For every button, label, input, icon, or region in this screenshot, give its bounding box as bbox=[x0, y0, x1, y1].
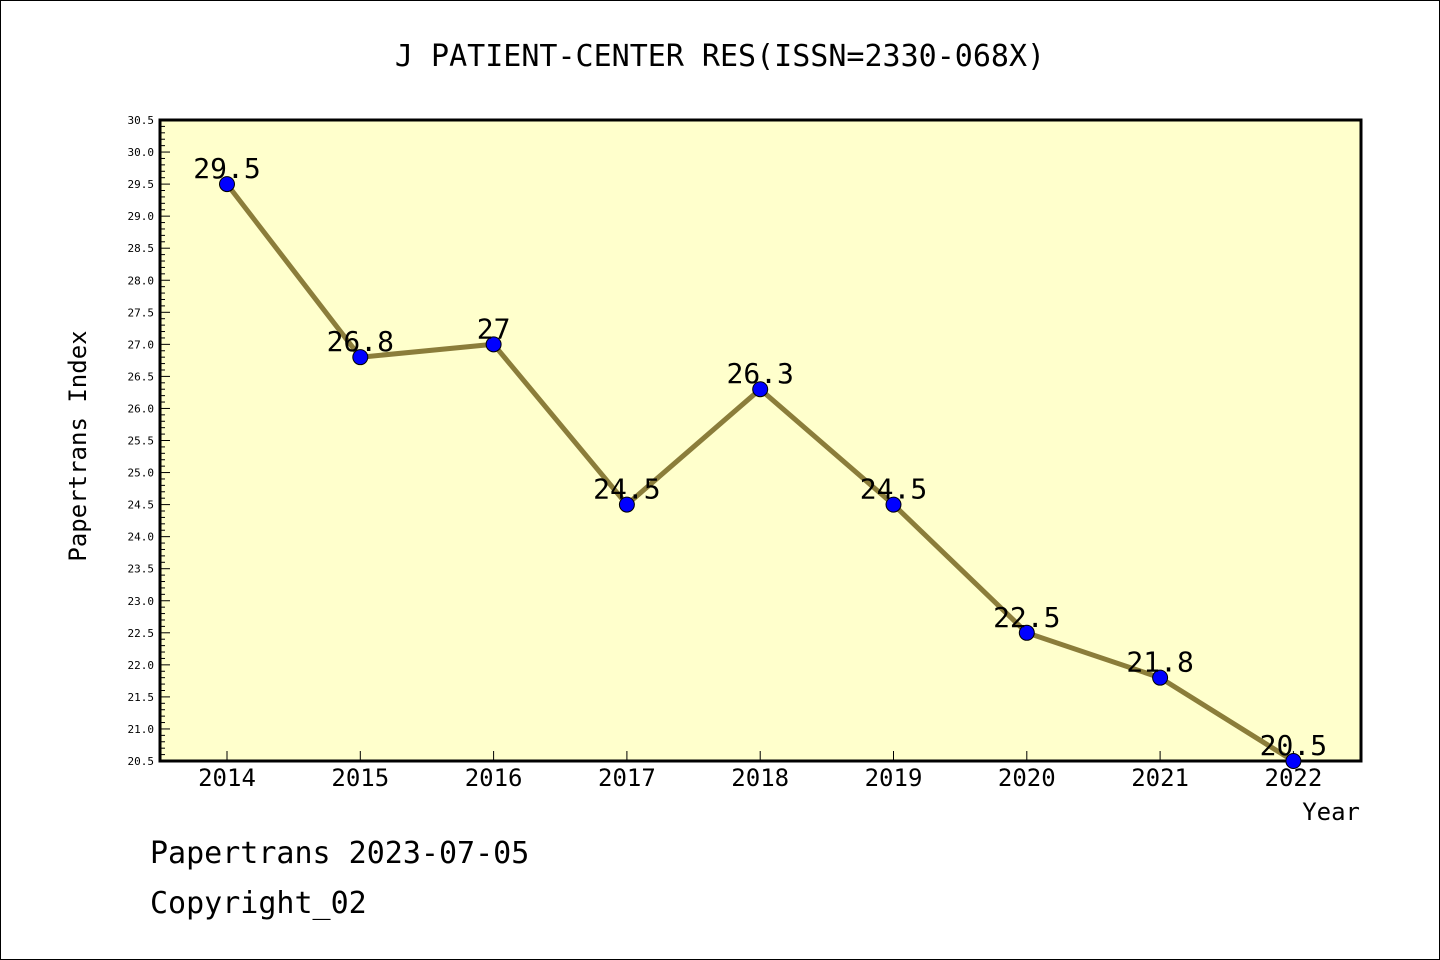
data-point bbox=[352, 349, 369, 366]
data-point bbox=[1018, 624, 1035, 641]
x-tick-label: 2017 bbox=[598, 764, 656, 792]
x-tick-label: 2016 bbox=[465, 764, 523, 792]
y-tick-label: 24.0 bbox=[128, 531, 155, 544]
x-tick-label: 2020 bbox=[998, 764, 1056, 792]
x-tick-label: 2021 bbox=[1131, 764, 1189, 792]
y-tick-label: 27.5 bbox=[128, 306, 155, 319]
y-axis-label: Papertrans Index bbox=[64, 330, 92, 561]
y-tick-label: 28.5 bbox=[128, 242, 155, 255]
x-tick-label: 2015 bbox=[331, 764, 389, 792]
y-tick-label: 23.5 bbox=[128, 563, 155, 576]
data-point bbox=[485, 336, 502, 353]
x-axis-ticks: 2014 2015 2016 2017 2018 2019 2020 2021 2022 bbox=[198, 751, 1322, 792]
y-tick-label: 21.0 bbox=[128, 723, 155, 736]
y-tick-label: 30.5 bbox=[128, 114, 155, 127]
y-tick-label: 25.5 bbox=[128, 435, 155, 448]
x-tick-label: 2019 bbox=[865, 764, 923, 792]
y-tick-label: 29.5 bbox=[128, 178, 155, 191]
data-labels: 29.5 26.8 27 24.5 26.3 24.5 22.5 21.8 20.5 bbox=[193, 152, 1327, 762]
y-axis-ticks: 20.5 21.0 21.5 22.0 22.5 23.0 23.5 24.0 24.5 25.0… bbox=[128, 114, 170, 768]
data-label: 29.5 bbox=[193, 152, 260, 185]
y-tick-label: 30.0 bbox=[128, 146, 155, 159]
x-tick-label: 2018 bbox=[731, 764, 789, 792]
y-tick-label: 27.0 bbox=[128, 338, 155, 351]
y-tick-label: 22.0 bbox=[128, 659, 155, 672]
plot-area bbox=[158, 118, 1363, 763]
y-tick-label: 22.5 bbox=[128, 627, 155, 640]
y-tick-label: 26.0 bbox=[128, 402, 155, 415]
data-label: 24.5 bbox=[593, 473, 660, 506]
y-tick-label: 25.0 bbox=[128, 467, 155, 480]
footer-copyright: Copyright_02 bbox=[150, 886, 367, 921]
y-tick-label: 26.5 bbox=[128, 370, 155, 383]
data-point bbox=[752, 381, 769, 398]
x-axis-label: Year bbox=[1302, 798, 1360, 826]
data-point bbox=[1152, 669, 1169, 686]
footer-source: Papertrans 2023-07-05 bbox=[150, 836, 530, 871]
data-point bbox=[618, 496, 635, 513]
chart-title: J PATIENT-CENTER RES(ISSN=2330-068X) bbox=[395, 39, 1045, 74]
data-label: 27 bbox=[477, 312, 511, 345]
data-label: 21.8 bbox=[1126, 646, 1193, 679]
data-label: 24.5 bbox=[860, 473, 927, 506]
data-label: 26.3 bbox=[726, 357, 793, 390]
data-label: 20.5 bbox=[1260, 729, 1327, 762]
y-tick-label: 21.5 bbox=[128, 691, 155, 704]
data-point bbox=[219, 176, 235, 193]
series-points bbox=[219, 176, 1302, 769]
data-point bbox=[1285, 753, 1302, 769]
y-tick-label: 24.5 bbox=[128, 499, 155, 512]
y-tick-label: 23.0 bbox=[128, 595, 155, 608]
x-tick-label: 2014 bbox=[198, 764, 256, 792]
data-label: 22.5 bbox=[993, 601, 1060, 634]
data-label: 26.8 bbox=[327, 325, 394, 358]
y-tick-label: 29.0 bbox=[128, 210, 155, 223]
y-tick-label: 20.5 bbox=[128, 755, 155, 768]
y-tick-label: 28.0 bbox=[128, 274, 155, 287]
data-point bbox=[885, 496, 902, 513]
